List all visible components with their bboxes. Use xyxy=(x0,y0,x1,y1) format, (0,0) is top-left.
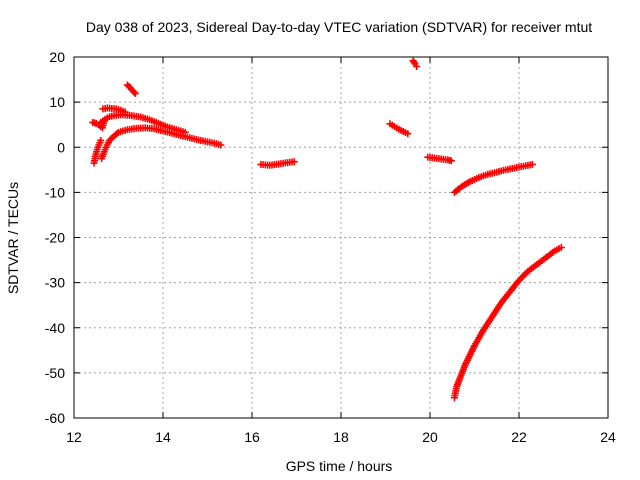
series-arc-6 xyxy=(123,81,139,98)
x-tick-label: 22 xyxy=(511,429,527,445)
data-point xyxy=(528,160,536,168)
data-point xyxy=(121,108,129,116)
data-point xyxy=(113,130,121,138)
data-point xyxy=(557,243,565,251)
x-tick-label: 20 xyxy=(422,429,438,445)
y-tick-label: -20 xyxy=(45,230,65,246)
y-tick-label: -60 xyxy=(45,410,65,426)
y-tick-label: 0 xyxy=(57,139,65,155)
chart-title: Day 038 of 2023, Sidereal Day-to-day VTE… xyxy=(86,19,592,35)
x-tick-label: 16 xyxy=(244,429,260,445)
data-point xyxy=(290,158,298,166)
data-point xyxy=(181,128,189,136)
grid xyxy=(73,56,609,419)
data-point xyxy=(413,62,421,70)
x-axis-label: GPS time / hours xyxy=(286,458,393,474)
y-tick-label: 10 xyxy=(49,94,65,110)
series-arc-12 xyxy=(450,243,565,402)
x-tick-label: 14 xyxy=(155,429,171,445)
data-markers xyxy=(89,57,565,402)
series-arc-5 xyxy=(99,104,129,116)
data-point xyxy=(130,88,138,96)
data-point xyxy=(447,157,455,165)
series-arc-10 xyxy=(424,153,455,165)
series-arc-3 xyxy=(98,124,225,163)
series-arc-8 xyxy=(386,120,412,138)
series-arc-4 xyxy=(97,111,189,136)
x-tick-label: 24 xyxy=(600,429,616,445)
y-tick-label: -10 xyxy=(45,184,65,200)
data-point xyxy=(131,90,139,98)
y-tick-labels: -60 -50 -40 -30 -20 -10 0 10 20 xyxy=(45,49,65,426)
y-axis-label: SDTVAR / TECUs xyxy=(5,182,21,294)
series-arc-11 xyxy=(450,160,536,196)
series-arc-7 xyxy=(257,158,298,169)
x-tick-labels: 12 14 16 18 20 22 24 xyxy=(66,429,616,445)
data-point xyxy=(97,136,105,144)
y-tick-label: 20 xyxy=(49,49,65,65)
y-tick-label: -40 xyxy=(45,320,65,336)
y-tick-label: -30 xyxy=(45,275,65,291)
series-arc-9 xyxy=(409,57,421,70)
y-tick-label: -50 xyxy=(45,365,65,381)
data-point xyxy=(217,141,225,149)
data-point xyxy=(404,130,412,138)
plot-frame xyxy=(73,56,609,419)
x-tick-label: 18 xyxy=(333,429,349,445)
series-arc-1 xyxy=(90,136,105,167)
x-tick-label: 12 xyxy=(66,429,82,445)
